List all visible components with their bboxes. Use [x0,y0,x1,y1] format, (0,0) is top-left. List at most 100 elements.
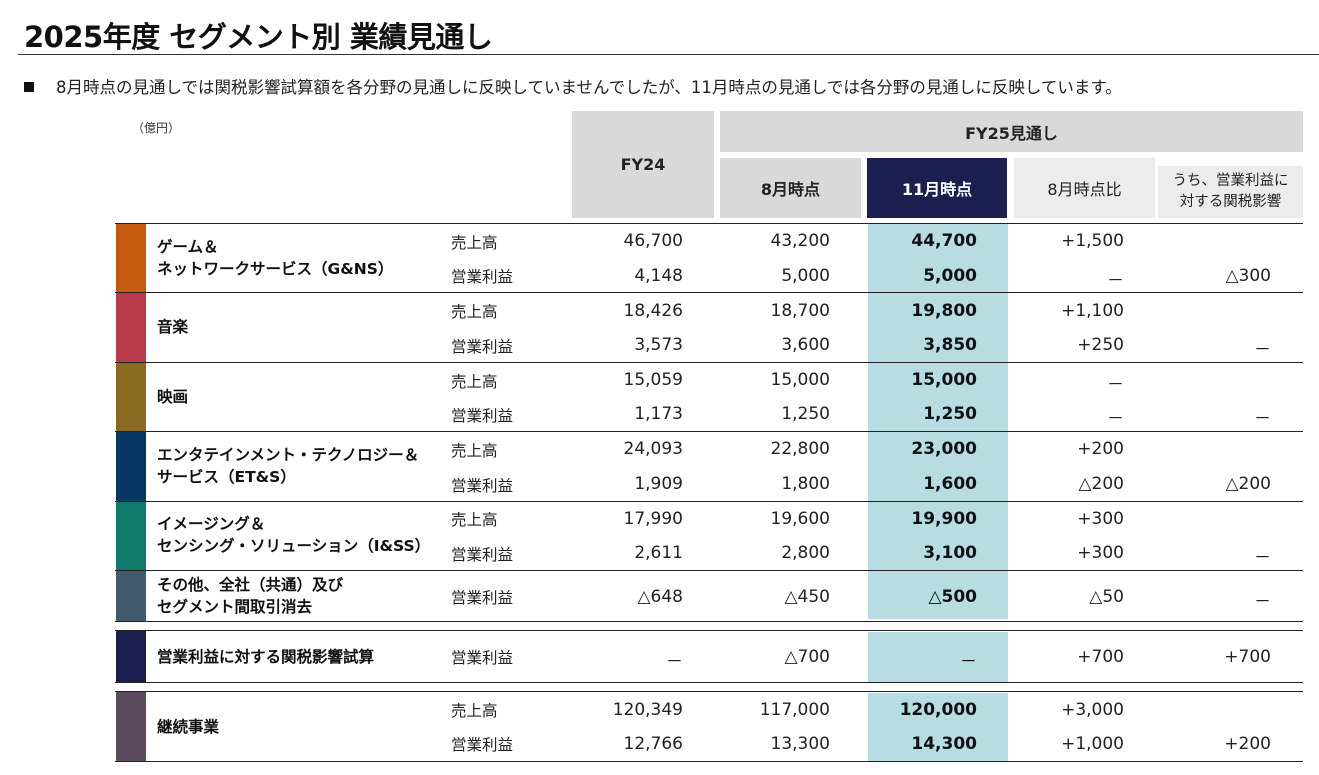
cell-nov: 3,100 [923,543,977,563]
cell-vs-aug: +700 [1077,647,1124,667]
cell-vs-aug: +200 [1077,439,1124,459]
segment-color-band [116,502,146,570]
row-label: 営業利益 [451,268,514,286]
cell-vs-aug: +250 [1077,335,1124,355]
row-label: 営業利益 [451,546,514,564]
table-rule [115,621,1303,622]
cell-vs-aug: +1,000 [1061,734,1124,754]
cell-aug: 1,800 [781,474,830,494]
cell-vs-aug: － [1107,271,1124,291]
segment-name: 音楽 [157,316,188,338]
cell-fy24: 15,059 [623,370,683,390]
segment-color-band [116,432,146,501]
cell-aug: 18,700 [770,301,830,321]
cell-fy24: 46,700 [623,231,683,251]
segment-name-line: サービス（ET&S） [157,468,296,486]
row-label: 売上高 [451,702,498,720]
segment-color-band [116,692,146,761]
table-rule [115,570,1303,571]
cell-vs-aug: +1,100 [1061,301,1124,321]
segment-color-band [116,224,146,292]
cell-nov: △500 [928,587,977,607]
cell-aug: 3,600 [781,335,830,355]
segment-color-band [116,631,146,682]
table-rule [115,292,1303,293]
cell-nov: 15,000 [911,370,977,390]
header-aug: 8月時点 [720,158,861,218]
segment-color-band [116,293,146,362]
segment-name-line: 営業利益に対する関税影響試算 [157,648,375,666]
row-label: 営業利益 [451,649,514,667]
cell-nov: 23,000 [911,439,977,459]
cell-vs-aug: － [1107,409,1124,429]
row-label: 営業利益 [451,736,514,754]
title-underline [18,54,1319,55]
cell-aug: 19,600 [770,509,830,529]
row-label: 売上高 [451,511,498,529]
cell-vs-aug: +3,000 [1061,700,1124,720]
segment-name-line: ネットワークサービス（G&NS） [157,260,394,278]
cell-aug: 5,000 [781,266,830,286]
segment-name-line: 継続事業 [157,718,220,736]
cell-tariff: － [1254,409,1271,429]
table-rule [115,223,1303,224]
cell-nov: 1,250 [923,404,977,424]
cell-vs-aug: +300 [1077,543,1124,563]
cell-fy24: 24,093 [623,439,683,459]
cell-fy24: 4,148 [634,266,683,286]
segment-name-line: ゲーム＆ [157,238,219,256]
cell-fy24: 1,173 [634,404,683,424]
table-rule [115,691,1303,692]
segment-name-line: イメージング＆ [157,515,266,533]
header-fy25: FY25見通し [720,111,1303,152]
header-tariff: うち、営業利益に 対する関税影響 [1158,166,1303,218]
cell-fy24: 120,349 [612,700,683,720]
segment-name: 映画 [157,386,188,408]
segment-name: イメージング＆ センシング・ソリューション（I&SS） [157,513,430,557]
cell-fy24: 18,426 [623,301,683,321]
cell-nov: 120,000 [899,700,977,720]
segment-name-line: 映画 [157,388,189,406]
cell-tariff: △300 [1225,266,1271,286]
row-label: 売上高 [451,303,498,321]
cell-aug: 15,000 [770,370,830,390]
cell-aug: 2,800 [781,543,830,563]
row-label: 営業利益 [451,477,514,495]
highlight-column-nov [868,632,1008,682]
cell-tariff: +700 [1224,647,1271,667]
segment-name-line: エンタテインメント・テクノロジー＆ [157,446,420,464]
cell-aug: 43,200 [770,231,830,251]
row-label: 売上高 [451,442,498,460]
cell-nov: 19,800 [911,301,977,321]
note-text: 8月時点の見通しでは関税影響試算額を各分野の見通しに反映していませんでしたが、1… [24,74,1122,98]
header-fy25-label: FY25見通し [965,123,1058,143]
header-vs-aug-label: 8月時点比 [1047,180,1122,199]
table-rule [115,501,1303,502]
cell-aug: 13,300 [770,734,830,754]
table-rule [115,682,1303,683]
highlight-column-nov [868,224,1008,619]
segment-name: その他、全社（共通）及び セグメント間取引消去 [157,574,343,618]
row-label: 営業利益 [451,338,514,356]
segment-name-line: その他、全社（共通）及び [157,576,344,594]
cell-nov: － [960,652,977,672]
cell-aug: 1,250 [781,404,830,424]
segment-name: 営業利益に対する関税影響試算 [157,646,374,668]
cell-nov: 44,700 [911,231,977,251]
header-aug-label: 8月時点 [760,180,821,199]
header-vs-aug: 8月時点比 [1014,158,1155,218]
segment-color-band [116,571,146,621]
page-title: 2025年度 セグメント別 業績見通し [24,20,493,54]
table-rule [115,362,1303,363]
cell-vs-aug: △50 [1089,587,1124,607]
cell-vs-aug: △200 [1078,474,1124,494]
cell-nov: 5,000 [923,266,977,286]
cell-fy24: － [666,652,683,672]
cell-tariff: +200 [1224,734,1271,754]
cell-fy24: 3,573 [634,335,683,355]
segment-name: ゲーム＆ ネットワークサービス（G&NS） [157,236,393,280]
segment-name: エンタテインメント・テクノロジー＆ サービス（ET&S） [157,444,419,488]
segment-name-line: セグメント間取引消去 [157,598,313,616]
cell-fy24: △648 [637,587,683,607]
row-label: 売上高 [451,234,498,252]
